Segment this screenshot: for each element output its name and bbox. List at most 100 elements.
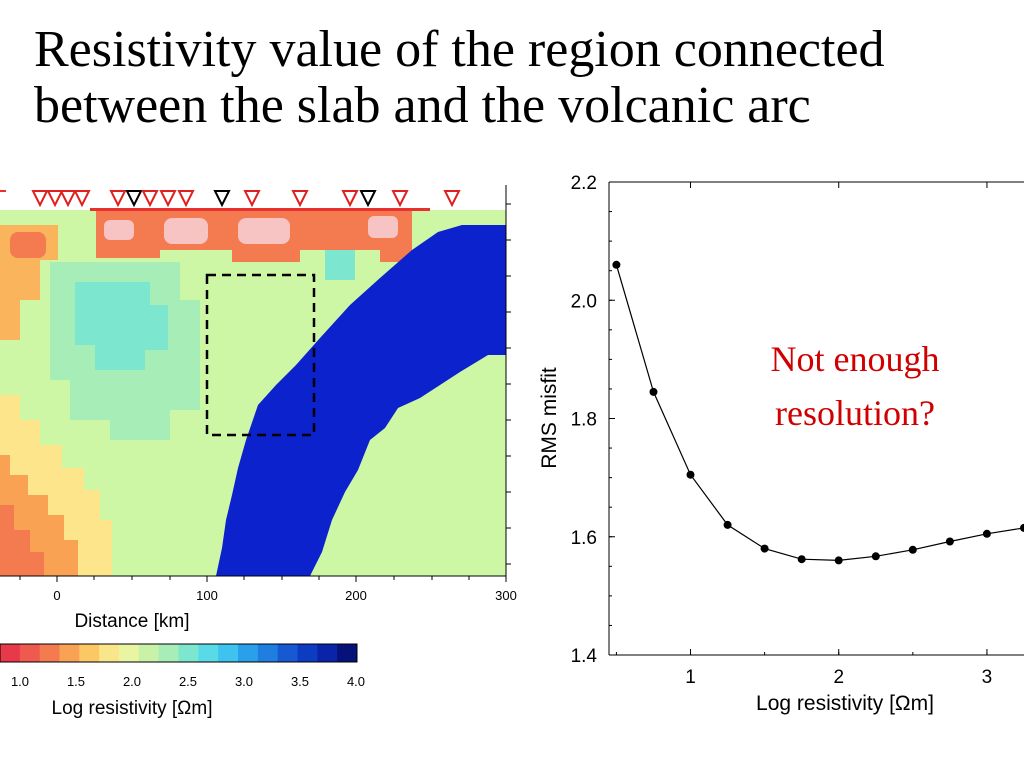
conductor-core-3 [238, 218, 290, 244]
station-triangle [73, 190, 91, 208]
station-triangle [341, 190, 359, 208]
red-deep-zone [0, 505, 44, 576]
station-triangle [213, 190, 231, 208]
colorbar-label: Log resistivity [Ωm] [52, 698, 213, 719]
rms-xaxis-label: Log resistivity [Ωm] [756, 692, 934, 715]
station-triangle [109, 190, 127, 208]
rms-data-point [834, 556, 843, 565]
surface-line [90, 208, 430, 211]
section-xtick-100: 100 [196, 588, 218, 603]
rms-data-point [649, 387, 658, 396]
rms-series-points [612, 260, 1024, 565]
colorbar-cell [119, 644, 140, 662]
rms-x-tick-labels: 1 2 3 [685, 667, 992, 688]
cyan-anomaly-inner [75, 282, 168, 370]
station-triangle [125, 190, 143, 208]
colorbar-cell [138, 644, 160, 662]
rms-yaxis-label: RMS misfit [538, 367, 561, 469]
rms-y-tick-label: 1.4 [571, 646, 598, 667]
rms-x-tick-label: 1 [685, 667, 696, 688]
colorbar-cell [99, 644, 120, 662]
colorbar-tick-4.0: 4.0 [347, 674, 365, 689]
title-line-1: Resistivity value of the region connecte… [34, 21, 885, 78]
colorbar-frame [0, 643, 358, 663]
rms-y-tick-label: 2.0 [571, 291, 597, 312]
chart-annotation: Not enough resolution? [720, 332, 990, 440]
station-triangle [59, 190, 77, 208]
rms-data-point [982, 529, 991, 538]
section-xtick-0: 0 [53, 588, 60, 603]
station-triangle [31, 190, 49, 208]
station-triangle [359, 190, 377, 208]
rms-y-tick-label: 1.6 [571, 528, 597, 549]
slide-title: Resistivity value of the region connecte… [34, 22, 1014, 134]
colorbar-cell [19, 644, 41, 662]
section-right-ticks [505, 185, 511, 576]
colorbar-cells [0, 644, 358, 662]
colorbar-cell [158, 644, 179, 662]
colorbar-cell [178, 644, 199, 662]
section-x-axis [0, 575, 507, 582]
colorbar: 1.0 1.5 2.0 2.5 3.0 3.5 4.0 Log resistiv… [0, 643, 365, 719]
colorbar-tick-2.0: 2.0 [123, 674, 141, 689]
colorbar-cell [238, 644, 259, 662]
rms-series-line [615, 264, 1024, 562]
colorbar-cell [277, 644, 298, 662]
conductor-core-2 [164, 218, 208, 244]
colorbar-cell [59, 644, 80, 662]
station-triangle [141, 190, 159, 208]
rms-data-point [760, 544, 769, 553]
station-triangle [443, 190, 461, 208]
rms-data-point [686, 470, 695, 479]
rms-data-point [723, 520, 732, 529]
colorbar-cell [218, 644, 239, 662]
region-of-interest-box [205, 273, 316, 437]
rms-data-point [871, 552, 880, 561]
colorbar-cell [317, 644, 338, 662]
station-triangle [391, 190, 409, 208]
slab [216, 225, 506, 576]
conductor-core-1 [104, 220, 134, 240]
station-triangle [243, 190, 261, 208]
section-xtick-200: 200 [345, 588, 367, 603]
colorbar-tick-1.5: 1.5 [67, 674, 85, 689]
title-line-2: between the slab and the volcanic arc [34, 77, 811, 134]
station-triangle [159, 190, 177, 208]
colorbar-cell [0, 644, 21, 662]
rms-data-point [908, 545, 917, 554]
colorbar-cell [337, 644, 358, 662]
rms-y-tick-labels: 1.4 1.6 1.8 2.0 2.2 [571, 173, 598, 667]
annotation-line-2: resolution? [775, 393, 935, 433]
rms-data-point [612, 260, 621, 269]
rms-data-point [1020, 523, 1024, 532]
colorbar-tick-3.0: 3.0 [235, 674, 253, 689]
rms-x-tick-label: 2 [833, 667, 844, 688]
station-triangle [291, 190, 309, 208]
shallow-left-anomaly [10, 232, 46, 258]
conductor-core-4 [368, 216, 398, 238]
colorbar-cell [257, 644, 279, 662]
colorbar-tick-3.5: 3.5 [291, 674, 309, 689]
rms-data-point [945, 537, 954, 546]
yellow-zone [0, 395, 112, 576]
resistivity-section: 0 100 200 300 Distance [km] [0, 185, 517, 632]
station-triangle [177, 190, 195, 208]
section-xtick-300: 300 [495, 588, 517, 603]
rms-chart: 1.4 1.6 1.8 2.0 2.2 1 2 3 Log resistivity [Ωm]… [538, 173, 1024, 715]
rms-x-tick-label: 3 [982, 667, 993, 688]
colorbar-cell [39, 644, 60, 662]
surface-line-left [0, 190, 6, 192]
annotation-line-1: Not enough [770, 339, 940, 379]
rms-data-point [797, 555, 806, 564]
rms-y-tick-label: 1.8 [571, 410, 597, 431]
station-markers [31, 190, 461, 208]
rms-y-tick-label: 2.2 [571, 173, 597, 194]
section-xaxis-label: Distance [km] [74, 611, 189, 632]
colorbar-cell [297, 644, 318, 662]
station-triangle [46, 190, 64, 208]
colorbar-tick-2.5: 2.5 [179, 674, 197, 689]
colorbar-cell [79, 644, 100, 662]
colorbar-cell [198, 644, 219, 662]
colorbar-tick-1.0: 1.0 [11, 674, 29, 689]
